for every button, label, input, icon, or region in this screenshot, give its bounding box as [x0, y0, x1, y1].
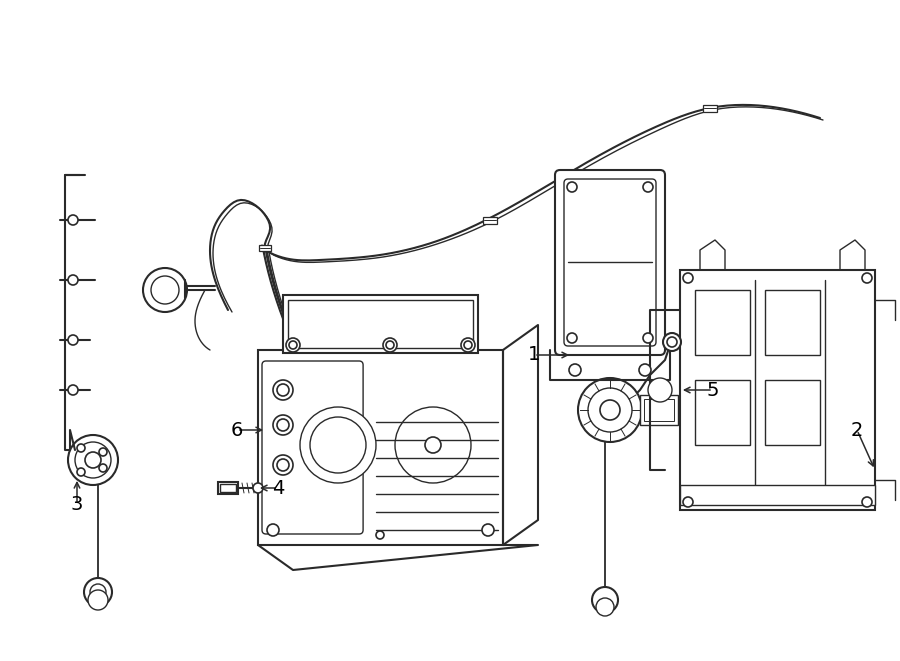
Circle shape [464, 341, 472, 349]
Bar [695, 380, 750, 445]
Circle shape [151, 276, 179, 304]
Circle shape [386, 341, 394, 349]
Circle shape [253, 483, 263, 493]
Circle shape [567, 333, 577, 343]
Circle shape [683, 497, 693, 507]
Circle shape [75, 442, 111, 478]
Circle shape [267, 524, 279, 536]
Circle shape [376, 531, 384, 539]
Bar [288, 300, 473, 348]
Circle shape [425, 437, 441, 453]
Circle shape [683, 273, 693, 283]
Circle shape [862, 273, 872, 283]
Circle shape [99, 448, 107, 456]
Bar [218, 482, 238, 494]
Circle shape [596, 598, 614, 616]
Circle shape [84, 578, 112, 606]
Circle shape [862, 497, 872, 507]
Circle shape [578, 378, 642, 442]
Circle shape [68, 215, 78, 225]
Circle shape [300, 407, 376, 483]
Circle shape [567, 182, 577, 192]
Bar [220, 484, 236, 492]
Circle shape [286, 338, 300, 352]
Circle shape [663, 333, 681, 351]
Text: 6: 6 [230, 420, 243, 440]
Bar [644, 399, 674, 421]
Circle shape [68, 435, 118, 485]
Bar [765, 380, 820, 445]
Circle shape [310, 417, 366, 473]
Text: 1: 1 [527, 346, 540, 364]
FancyBboxPatch shape [262, 361, 363, 534]
Circle shape [461, 338, 475, 352]
Circle shape [77, 444, 85, 452]
Bar [703, 105, 717, 112]
FancyBboxPatch shape [564, 179, 656, 346]
Circle shape [88, 590, 108, 610]
Circle shape [482, 524, 494, 536]
Circle shape [277, 384, 289, 396]
Bar [259, 245, 271, 251]
Bar [258, 350, 503, 545]
Bar [680, 270, 875, 510]
Bar [695, 290, 750, 355]
Circle shape [667, 337, 677, 347]
Circle shape [68, 385, 78, 395]
Circle shape [99, 464, 107, 472]
Circle shape [592, 587, 618, 613]
Text: 2: 2 [850, 420, 863, 440]
Circle shape [68, 335, 78, 345]
Circle shape [68, 275, 78, 285]
Circle shape [639, 364, 651, 376]
Circle shape [569, 364, 581, 376]
FancyBboxPatch shape [555, 170, 665, 355]
Text: 3: 3 [71, 496, 83, 514]
Circle shape [273, 380, 293, 400]
Circle shape [90, 584, 106, 600]
Circle shape [85, 452, 101, 468]
Bar [680, 485, 875, 505]
Bar [640, 395, 678, 425]
Circle shape [383, 338, 397, 352]
Bar [483, 217, 497, 224]
Circle shape [648, 378, 672, 402]
Text: 5: 5 [706, 381, 719, 399]
Circle shape [643, 182, 653, 192]
Circle shape [77, 468, 85, 476]
Circle shape [289, 341, 297, 349]
Circle shape [273, 455, 293, 475]
Circle shape [273, 415, 293, 435]
Circle shape [277, 459, 289, 471]
Circle shape [600, 400, 620, 420]
Circle shape [588, 388, 632, 432]
Circle shape [143, 268, 187, 312]
Circle shape [643, 333, 653, 343]
Bar [283, 295, 478, 353]
Circle shape [395, 407, 471, 483]
Bar [765, 290, 820, 355]
Circle shape [277, 419, 289, 431]
Text: 4: 4 [272, 479, 284, 498]
